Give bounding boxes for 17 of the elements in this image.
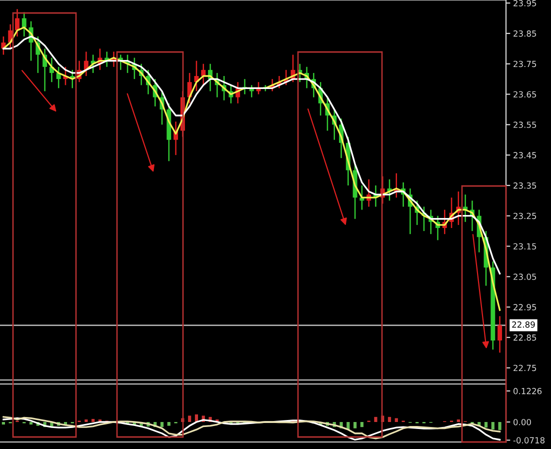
y-tick-label: 22.95 <box>514 304 536 310</box>
y-tick-label: 23.55 <box>514 122 536 128</box>
y-tick-label: 23.95 <box>514 0 536 6</box>
y-tick-label: 22.85 <box>514 334 536 341</box>
y-tick-label: -0.0718 <box>513 437 545 444</box>
y-tick-label: 23.75 <box>514 60 536 68</box>
y-tick-label: 22.75 <box>514 364 536 372</box>
y-tick-label: 0.1226 <box>513 388 542 394</box>
y-tick-label: 23.35 <box>514 182 536 189</box>
y-tick-label: 23.05 <box>514 274 536 280</box>
y-tick-label: 23.45 <box>514 152 536 158</box>
y-tick-label: 23.25 <box>514 212 536 220</box>
y-tick-label: 23.85 <box>514 30 536 37</box>
ref-line-label: 22.89 <box>512 321 535 328</box>
y-tick-label: 23.15 <box>514 243 536 250</box>
y-tick-label: 0.00 <box>513 418 531 426</box>
y-tick-label: 23.65 <box>514 91 536 98</box>
